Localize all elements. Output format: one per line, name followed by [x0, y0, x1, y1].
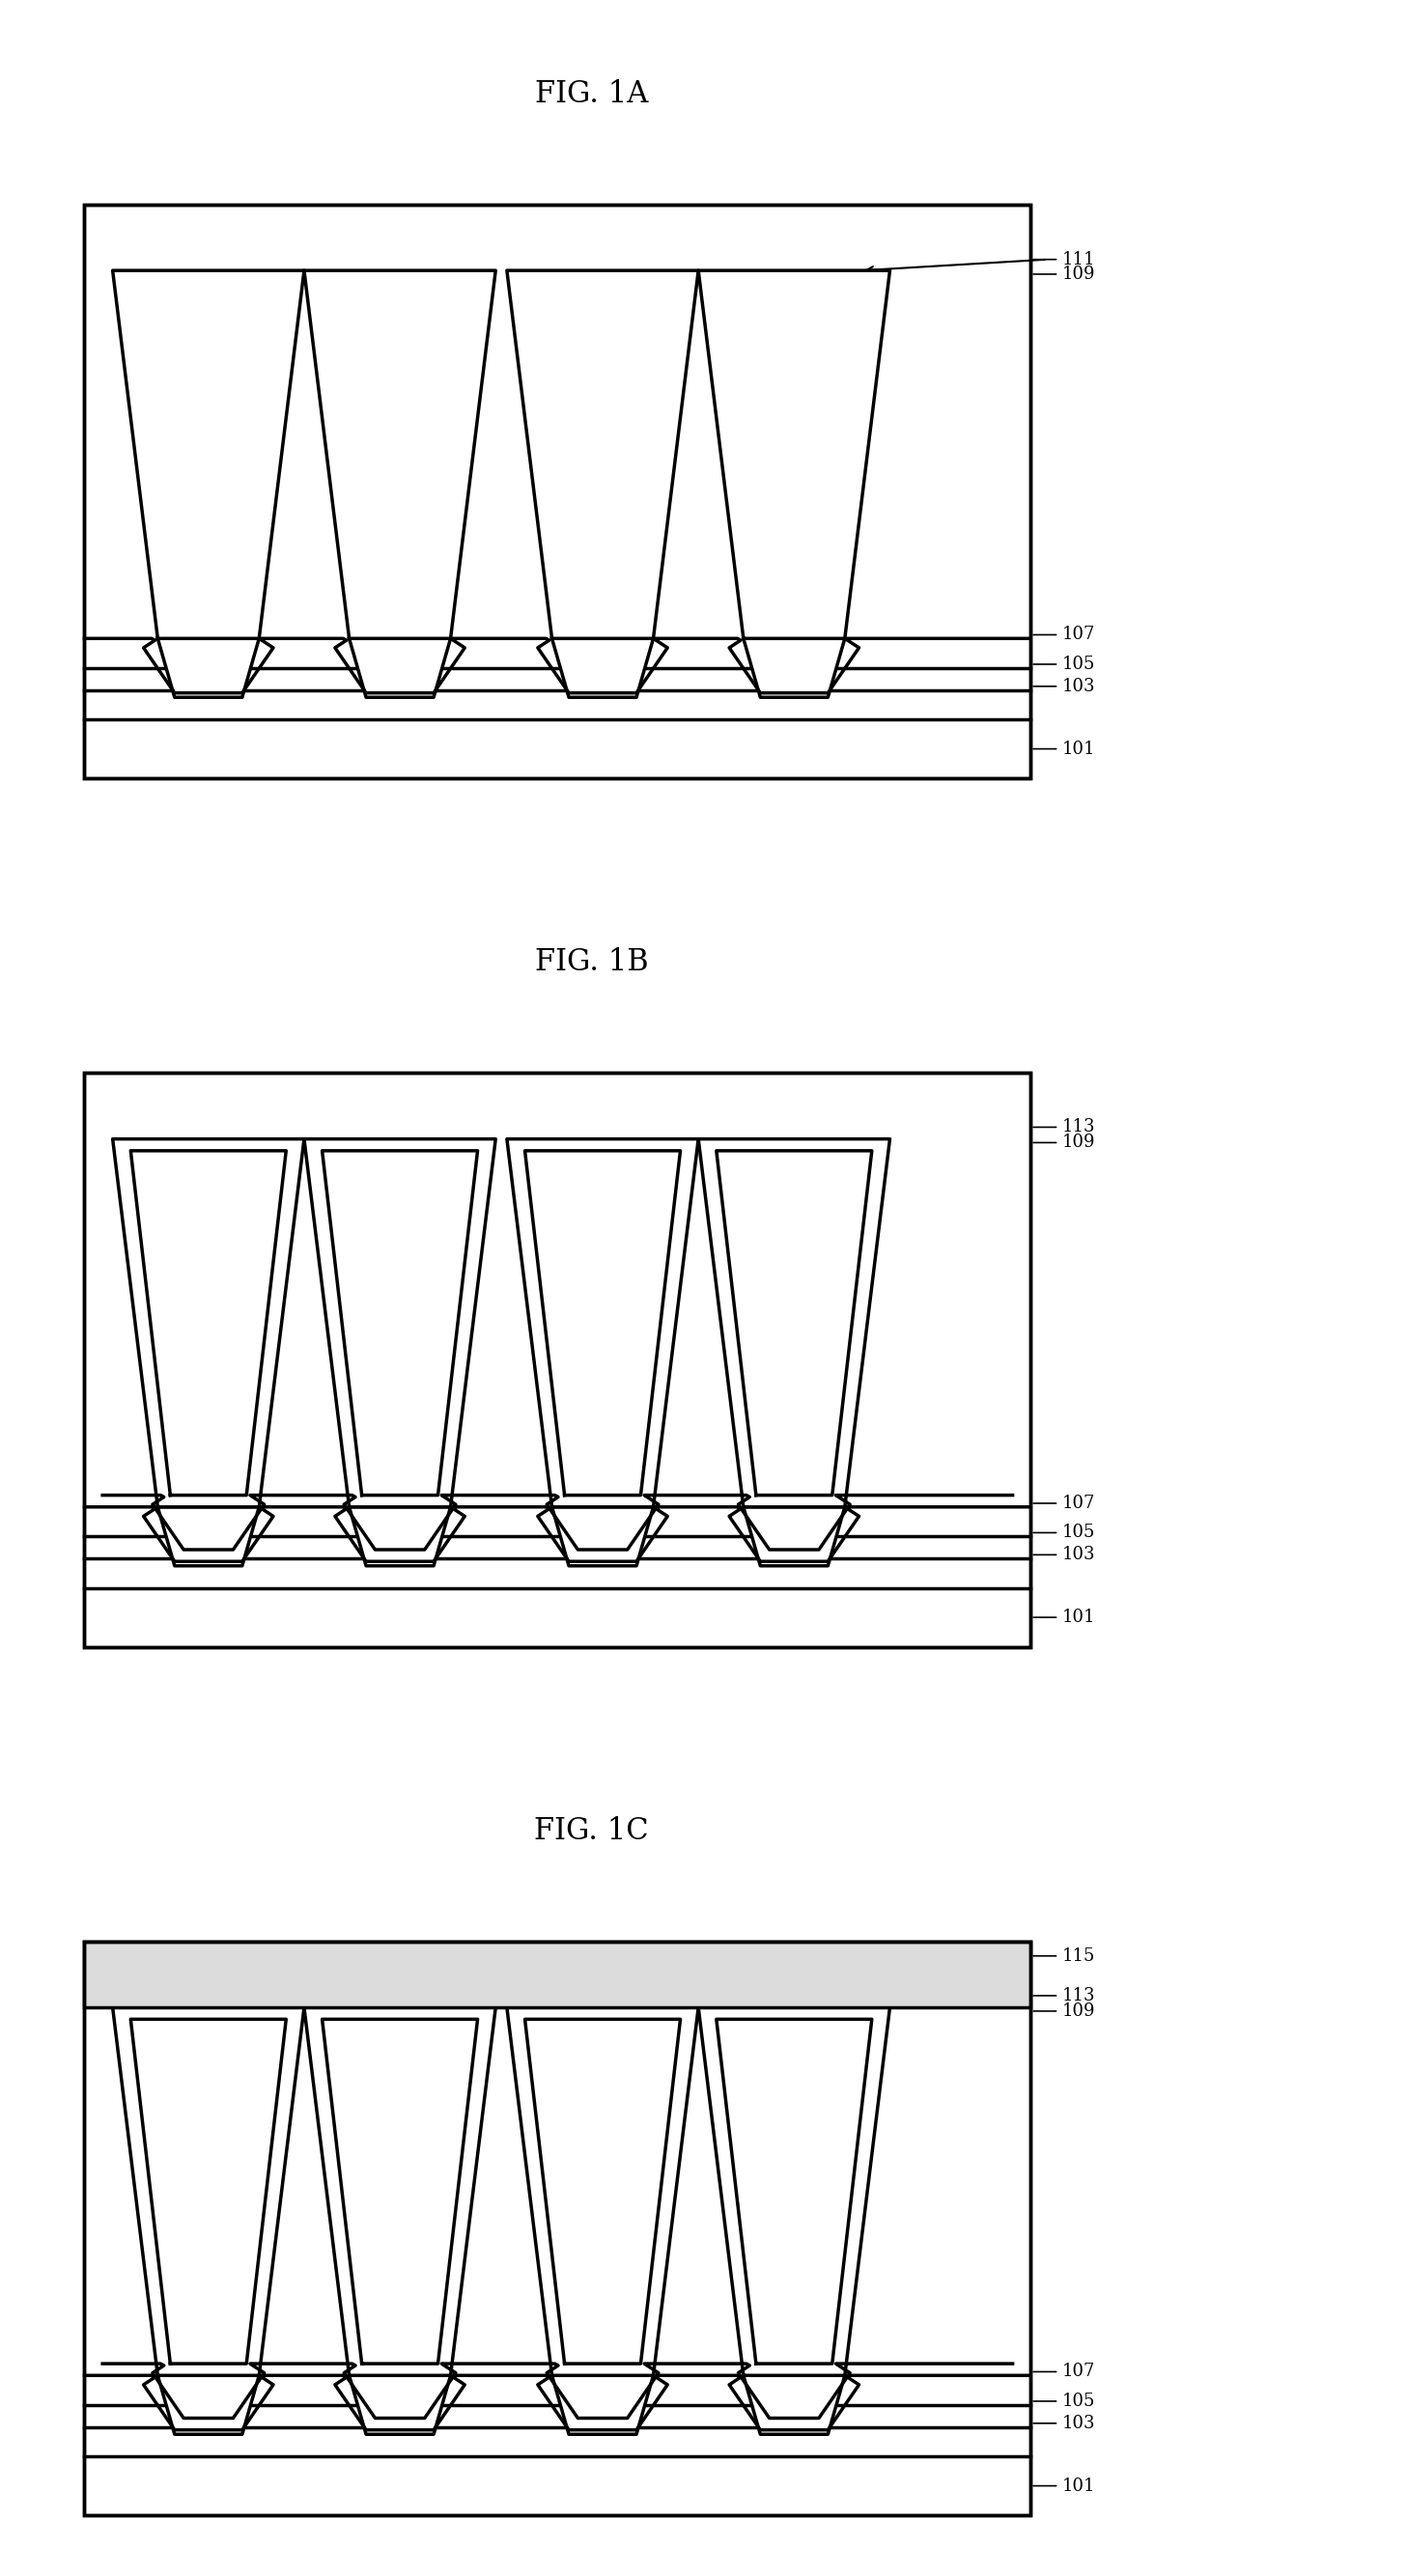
- Polygon shape: [743, 1507, 845, 1566]
- Polygon shape: [349, 1507, 451, 1566]
- Text: 101: 101: [1062, 1607, 1095, 1625]
- Polygon shape: [158, 2375, 259, 2434]
- Text: 109: 109: [1062, 1133, 1095, 1151]
- Text: 111: 111: [1062, 250, 1095, 268]
- Text: 109: 109: [1062, 265, 1095, 283]
- Polygon shape: [349, 2375, 451, 2434]
- Text: 107: 107: [1062, 2362, 1095, 2380]
- Text: FIG. 1C: FIG. 1C: [534, 1816, 649, 1847]
- Polygon shape: [743, 2375, 845, 2434]
- Bar: [84, 1072, 1031, 1646]
- Polygon shape: [158, 1507, 259, 1566]
- Bar: [84, 204, 1031, 778]
- Text: 101: 101: [1062, 739, 1095, 757]
- Text: 109: 109: [1062, 2002, 1095, 2020]
- Polygon shape: [552, 639, 653, 698]
- Bar: [84, 1072, 1031, 1646]
- Text: 103: 103: [1062, 677, 1095, 696]
- Text: FIG. 1B: FIG. 1B: [535, 948, 648, 976]
- Bar: [84, 1942, 1031, 2514]
- Polygon shape: [507, 270, 698, 639]
- Polygon shape: [304, 1139, 496, 1507]
- Polygon shape: [552, 2375, 653, 2434]
- Polygon shape: [113, 2007, 304, 2375]
- Polygon shape: [743, 639, 845, 698]
- Text: 107: 107: [1062, 626, 1095, 644]
- Polygon shape: [698, 270, 890, 639]
- Bar: [84, 1942, 1031, 2007]
- Text: 101: 101: [1062, 2478, 1095, 2494]
- Polygon shape: [304, 270, 496, 639]
- Polygon shape: [304, 2007, 496, 2375]
- Text: 105: 105: [1062, 2393, 1095, 2411]
- Polygon shape: [698, 1139, 890, 1507]
- Text: 107: 107: [1062, 1494, 1095, 1512]
- Polygon shape: [113, 1139, 304, 1507]
- Polygon shape: [698, 2007, 890, 2375]
- Text: 105: 105: [1062, 1525, 1095, 1540]
- Bar: [84, 1942, 1031, 2514]
- Polygon shape: [113, 270, 304, 639]
- Polygon shape: [507, 1139, 698, 1507]
- Text: FIG. 1A: FIG. 1A: [535, 80, 648, 108]
- Text: 105: 105: [1062, 654, 1095, 672]
- Text: 103: 103: [1062, 1546, 1095, 1564]
- Text: 103: 103: [1062, 2414, 1095, 2432]
- Polygon shape: [507, 2007, 698, 2375]
- Polygon shape: [552, 1507, 653, 1566]
- Text: 113: 113: [1062, 1118, 1095, 1136]
- Text: 115: 115: [1062, 1947, 1095, 1965]
- Text: 113: 113: [1062, 1986, 1095, 2004]
- Bar: [84, 204, 1031, 778]
- Polygon shape: [349, 639, 451, 698]
- Polygon shape: [158, 639, 259, 698]
